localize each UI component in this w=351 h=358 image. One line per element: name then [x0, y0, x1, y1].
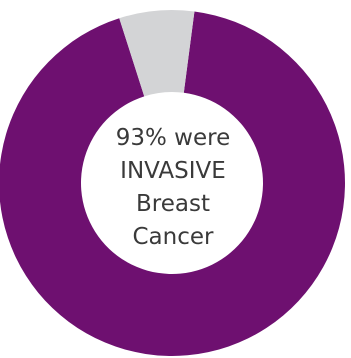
center-text-line-2: INVASIVE: [120, 158, 226, 184]
center-label: 93% were INVASIVE Breast Cancer: [88, 108, 258, 268]
slice-other: [119, 10, 195, 97]
slice-invasive: [0, 11, 345, 356]
center-text-line-3: Breast: [136, 191, 210, 217]
center-text-line-1: 93% were: [115, 125, 231, 151]
donut-slices: [0, 10, 345, 356]
center-text-line-4: Cancer: [132, 224, 214, 250]
